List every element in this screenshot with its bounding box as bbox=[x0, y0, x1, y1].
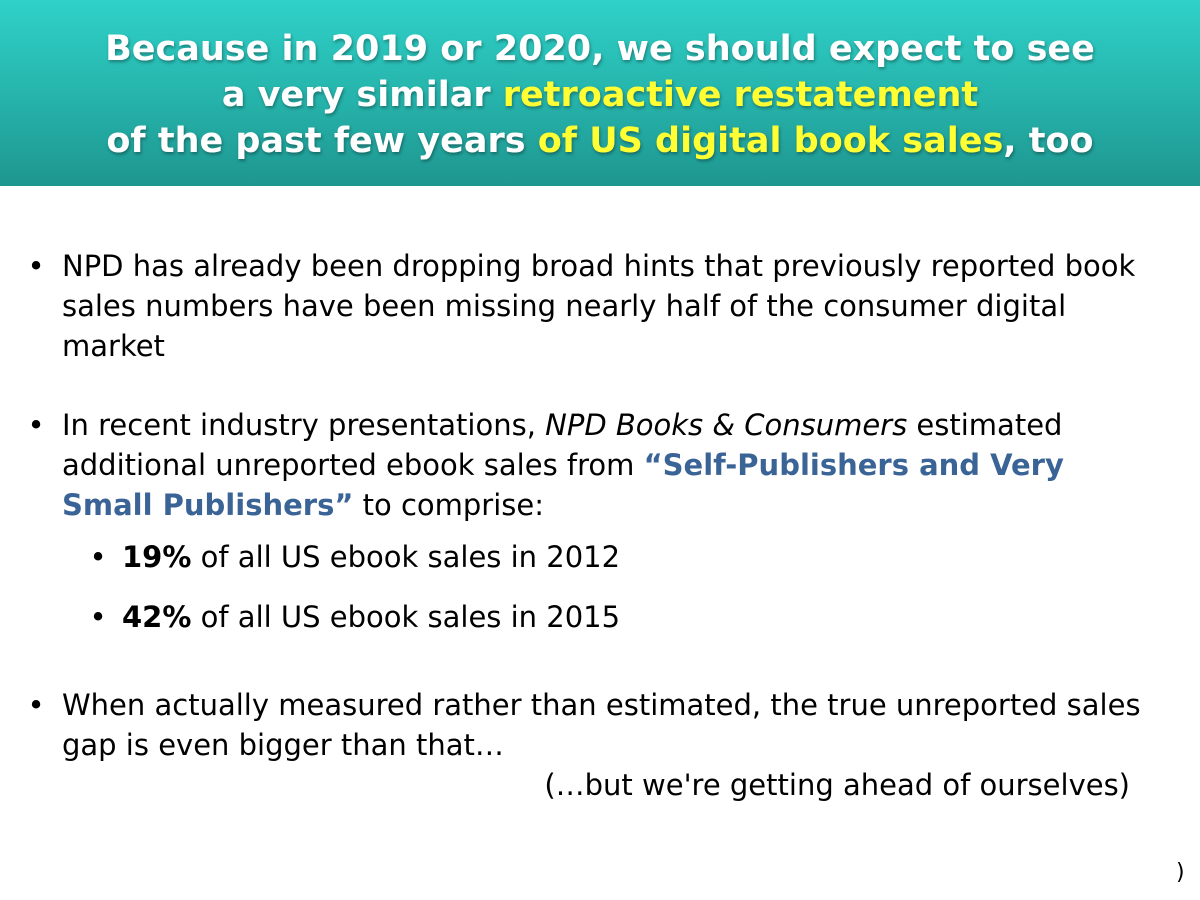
bullet-measured-gap: • When actually measured rather than est… bbox=[27, 685, 1152, 765]
title-line-2-text: a very similar bbox=[221, 75, 503, 115]
title-highlight-sales: of US digital book sales bbox=[537, 121, 1004, 161]
npd-name-italic: NPD Books & Consumers bbox=[545, 408, 908, 442]
sub-bullet-2015: • 42% of all US ebook sales in 2015 bbox=[89, 597, 1022, 637]
stat-2012-percent: 19% bbox=[122, 540, 192, 574]
bullet-text-end: to comprise: bbox=[353, 488, 544, 522]
sub-bullet-marker: • bbox=[89, 540, 107, 574]
bullet-marker: • bbox=[27, 249, 45, 283]
bullet-text: NPD has already been dropping broad hint… bbox=[62, 249, 1136, 363]
title-line-2: a very similar retroactive restatement bbox=[0, 72, 1200, 118]
bullet-text: When actually measured rather than estim… bbox=[62, 688, 1141, 762]
slide-title: Because in 2019 or 2020, we should expec… bbox=[0, 26, 1200, 164]
bullet-text-mid: estimated additional unreported ebook sa… bbox=[62, 408, 1063, 482]
bullet-marker: • bbox=[27, 688, 45, 722]
title-line-3: of the past few years of US digital book… bbox=[0, 118, 1200, 164]
title-highlight-restatement: retroactive restatement bbox=[502, 75, 979, 115]
bullet-marker: • bbox=[27, 408, 45, 442]
title-line-3-end: , too bbox=[1003, 121, 1094, 161]
bullet-industry-presentations: • In recent industry presentations, NPD … bbox=[27, 405, 1152, 525]
sub-bullet-marker: • bbox=[89, 600, 107, 634]
stat-2015-text: of all US ebook sales in 2015 bbox=[191, 600, 621, 634]
sub-bullet-2012: • 19% of all US ebook sales in 2012 bbox=[89, 537, 1022, 577]
stat-2015-percent: 42% bbox=[122, 600, 192, 634]
corner-mark: ) bbox=[1176, 860, 1185, 885]
aside-note: (…but we're getting ahead of ourselves) bbox=[544, 768, 1130, 802]
self-publishers-highlight: “Self-Publishers and Very Small Publishe… bbox=[62, 448, 1064, 522]
bullet-text: In recent industry presentations, bbox=[62, 408, 546, 442]
title-banner: Because in 2019 or 2020, we should expec… bbox=[0, 0, 1200, 186]
bullet-npd-hints: • NPD has already been dropping broad hi… bbox=[27, 246, 1152, 366]
title-line-1: Because in 2019 or 2020, we should expec… bbox=[105, 29, 1095, 69]
stat-2012-text: of all US ebook sales in 2012 bbox=[191, 540, 621, 574]
title-line-3-text: of the past few years bbox=[106, 121, 538, 161]
